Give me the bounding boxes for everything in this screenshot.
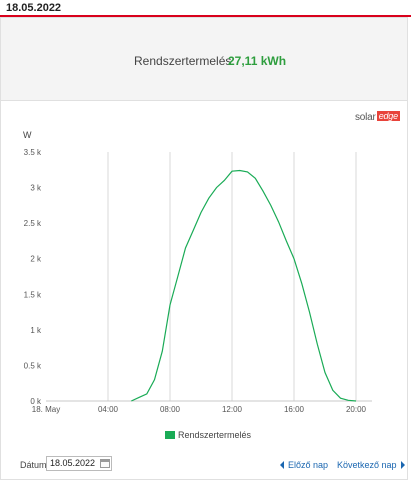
x-tick-label: 04:00 (98, 405, 119, 414)
y-axis-unit: W (23, 130, 32, 140)
prev-day-label: Előző nap (288, 460, 329, 470)
next-day-link[interactable]: Következő nap (337, 460, 405, 470)
next-day-label: Következő nap (337, 460, 397, 470)
legend-label: Rendszertermelés (178, 430, 252, 440)
y-tick-label: 1.5 k (24, 290, 42, 299)
y-tick-label: 3 k (30, 184, 42, 193)
logo-text: solar (355, 112, 376, 123)
series-line-rendszertermeles (131, 169, 357, 402)
date-input[interactable]: 18.05.2022 (46, 456, 112, 471)
y-tick-label: 0 k (30, 397, 42, 406)
x-tick-label: 08:00 (160, 405, 181, 414)
y-tick-label: 3.5 k (24, 148, 42, 157)
x-tick-label: 18. May (32, 405, 60, 414)
y-tick-label: 1 k (30, 326, 42, 335)
logo-box: edge (376, 111, 400, 121)
y-tick-label: 0.5 k (24, 361, 42, 370)
date-header: 18.05.2022 (0, 0, 411, 17)
summary-label: Rendszertermelés: (134, 54, 235, 68)
prev-day-link[interactable]: Előző nap (280, 460, 328, 470)
arrow-right-icon (400, 461, 405, 469)
chart-grid (107, 152, 357, 401)
chart-panel (0, 101, 408, 480)
summary-value: 27,11 kWh (228, 54, 287, 68)
chart-ticks: 18. May 04:00 08:00 12:00 16:00 20:00 0 k 0.5 k… (24, 148, 367, 414)
summary-panel: Rendszertermelés: 27,11 kWh (0, 17, 408, 101)
date-label: Dátum: (20, 460, 50, 470)
x-tick-label: 12:00 (222, 405, 243, 414)
arrow-left-icon (280, 461, 284, 469)
y-tick-label: 2.5 k (24, 219, 42, 228)
x-tick-label: 20:00 (346, 405, 367, 414)
legend-swatch (165, 431, 175, 439)
calendar-icon[interactable] (100, 459, 110, 468)
page-title-date: 18.05.2022 (6, 2, 62, 14)
chart-legend[interactable]: Rendszertermelés (165, 429, 251, 441)
x-tick-label: 16:00 (284, 405, 305, 414)
y-tick-label: 2 k (30, 255, 42, 264)
solaredge-logo: solar edge (355, 111, 400, 123)
